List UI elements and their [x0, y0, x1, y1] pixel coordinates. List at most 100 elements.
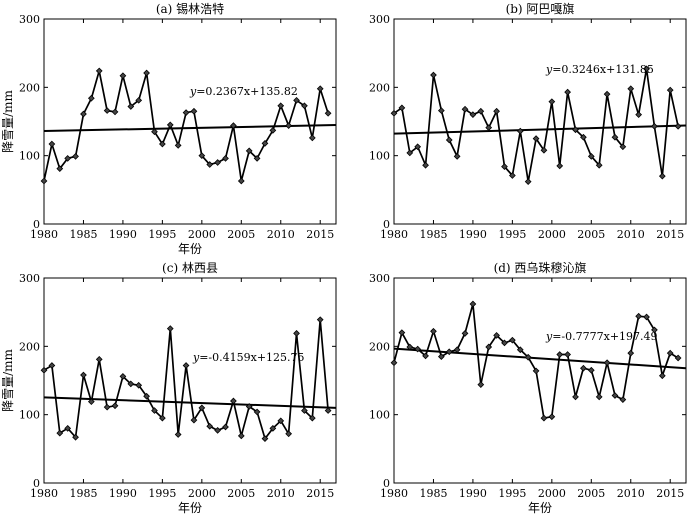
- y-tick-label: 100: [19, 150, 40, 163]
- data-point: [40, 366, 48, 374]
- data-point: [64, 155, 72, 162]
- data-point: [611, 392, 619, 399]
- data-point: [285, 122, 293, 129]
- data-point: [485, 343, 493, 351]
- equation-rhs: =-0.7777x+197.49: [552, 330, 657, 343]
- equation-lhs: y: [545, 330, 553, 343]
- data-point: [119, 373, 127, 380]
- data-point: [230, 122, 237, 129]
- data-point: [501, 163, 508, 170]
- data-point: [72, 433, 79, 441]
- data-point: [269, 127, 277, 134]
- data-point: [406, 343, 414, 351]
- y-tick-label: 300: [19, 272, 40, 285]
- data-point: [453, 152, 461, 160]
- data-point: [308, 414, 316, 422]
- x-tick-label: 2005: [577, 487, 605, 500]
- data-point: [277, 102, 285, 110]
- data-point: [666, 86, 674, 94]
- data-point: [127, 380, 135, 388]
- data-point: [501, 339, 508, 347]
- x-tick-label: 2015: [656, 487, 684, 500]
- data-point: [40, 177, 48, 185]
- x-tick-label: 1995: [148, 487, 176, 500]
- data-point: [643, 313, 650, 321]
- data-point: [548, 98, 556, 106]
- data-point: [532, 135, 540, 142]
- panel-xilinhot: (a) 锡林浩特 1980 1985 1990 1995 2000 2005 2010 2015…: [0, 0, 350, 258]
- data-point: [532, 367, 540, 375]
- data-point: [469, 111, 477, 119]
- data-point: [253, 155, 261, 162]
- data-point: [293, 329, 300, 337]
- data-point: [182, 109, 190, 116]
- y-tick-label: 300: [369, 13, 390, 26]
- equation-lhs: y: [545, 63, 553, 76]
- data-point: [182, 362, 190, 369]
- regression-equation: y=0.3246x+131.85: [545, 63, 654, 76]
- data-point: [80, 371, 87, 379]
- data-point: [627, 85, 635, 93]
- data-point: [119, 72, 127, 80]
- data-point: [80, 110, 87, 118]
- data-point: [516, 346, 524, 354]
- y-tick-label: 100: [369, 409, 390, 422]
- data-point: [190, 107, 198, 115]
- data-point: [509, 172, 516, 179]
- y-axis-title: 降雪量/mm: [1, 348, 15, 411]
- data-point: [261, 140, 269, 147]
- x-tick-label: 1990: [109, 487, 137, 500]
- data-point: [301, 102, 308, 110]
- chart-title: (c) 林西县: [162, 261, 218, 275]
- x-tick-label: 2010: [267, 228, 295, 241]
- x-tick-label: 1980: [380, 487, 408, 500]
- series-line: [393, 303, 679, 420]
- data-point: [206, 161, 214, 168]
- data-point: [422, 161, 429, 169]
- y-tick-label: 100: [19, 409, 40, 422]
- data-point: [285, 430, 293, 438]
- x-tick-label: 1985: [419, 487, 447, 500]
- trend-line: [43, 124, 337, 133]
- data-point: [111, 402, 119, 410]
- data-point: [166, 325, 174, 332]
- data-point: [437, 107, 445, 114]
- x-tick-label: 2005: [227, 487, 255, 500]
- data-point: [509, 336, 516, 344]
- chart-title: (b) 阿巴嘎旗: [506, 1, 575, 16]
- y-tick-label: 200: [19, 81, 40, 94]
- data-point: [245, 403, 253, 410]
- x-tick-label: 1985: [69, 228, 97, 241]
- data-point: [469, 300, 477, 308]
- chart-title: (a) 锡林浩特: [156, 1, 224, 16]
- x-tick-label: 1980: [30, 228, 58, 241]
- y-tick-label: 100: [369, 150, 390, 163]
- data-point: [308, 134, 316, 142]
- x-axis-title: 年份: [528, 501, 552, 515]
- data-point: [198, 152, 206, 160]
- x-tick-label: 2000: [538, 487, 566, 500]
- x-tick-label: 2005: [577, 228, 605, 241]
- data-point: [190, 416, 198, 424]
- data-point: [658, 372, 666, 380]
- data-point: [572, 393, 579, 401]
- data-point: [524, 353, 532, 361]
- x-tick-label: 2010: [617, 228, 645, 241]
- data-point: [214, 159, 221, 166]
- data-point: [587, 366, 595, 374]
- data-point: [198, 404, 206, 412]
- equation-lhs: y: [189, 85, 197, 98]
- data-point: [269, 424, 277, 432]
- data-point: [611, 133, 619, 141]
- regression-equation: y=-0.7777x+197.49: [545, 330, 658, 343]
- y-tick-label: 200: [369, 340, 390, 353]
- panel-west-ujimqin-banner: (d) 西乌珠穆沁旗 1980 1985 1990 1995 2000 2005 2010 20…: [350, 259, 700, 517]
- data-point: [619, 396, 627, 403]
- data-point: [564, 351, 571, 358]
- data-point: [674, 122, 682, 130]
- trend-line: [43, 396, 337, 409]
- data-point: [461, 105, 469, 113]
- data-point: [548, 413, 556, 421]
- data-point: [143, 69, 150, 77]
- data-point: [414, 143, 422, 151]
